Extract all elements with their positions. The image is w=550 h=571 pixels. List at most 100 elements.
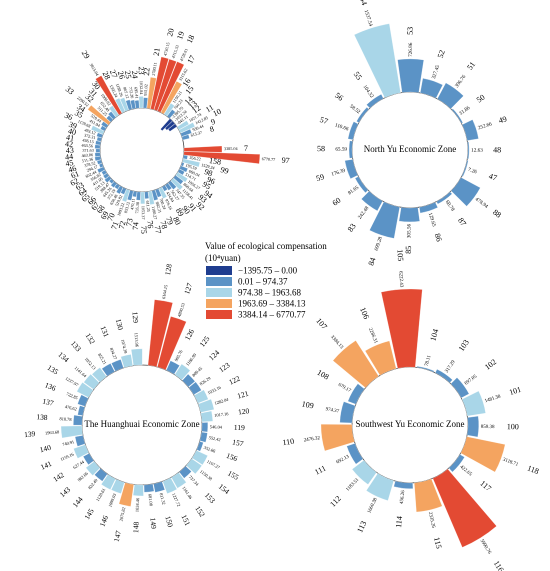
value-label-125: 1186.99 [185,352,198,367]
id-label-93: 93 [197,193,209,205]
value-label-151: 1227.72 [171,492,181,507]
bar-80 [158,186,168,199]
value-label-132: 855.21 [97,352,108,365]
value-label-143: 982.66 [77,470,90,482]
bar-11 [176,120,190,130]
id-label-39: 39 [68,120,79,131]
id-label-76: 76 [145,220,155,229]
bar-71 [121,188,130,203]
bar-98 [180,162,185,167]
value-label-70: 520.82 [114,194,123,207]
bar-47 [461,160,469,177]
bar-50 [451,108,463,124]
id-label-125: 125 [198,334,212,349]
value-label-59: 176.39 [331,168,347,178]
bar-64 [102,173,110,179]
legend-swatch-3 [206,288,232,297]
bar-117 [448,454,465,473]
value-label-24: 695.41 [133,87,139,99]
bar-122 [193,389,209,404]
bar-22 [143,97,148,109]
id-label-106: 106 [358,306,371,321]
value-label-21: 2780.11 [151,62,158,76]
id-label-65: 65 [80,192,92,204]
value-label-53: 726.86 [408,42,414,57]
bar-131 [111,359,124,372]
bar-83 [361,191,383,212]
value-label-118: 3118.71 [502,458,519,468]
value-label-25: 772.26 [128,86,135,98]
bar-76 [144,191,149,199]
id-label-61: 61 [70,169,81,180]
id-label-104: 104 [428,328,440,342]
id-label-127: 127 [182,282,194,296]
bar-141 [73,444,89,459]
id-label-91: 91 [186,202,198,214]
value-label-136: 722.85 [66,391,80,401]
value-label-86: 129.65 [427,212,437,228]
value-label-102: 697.05 [464,374,478,387]
value-label-57: 110.66 [334,122,350,132]
id-label-110: 110 [282,437,295,448]
id-label-22: 22 [142,67,152,76]
value-label-144: 822.49 [87,477,99,490]
value-label-146: 1099.03 [107,492,117,508]
bar-7 [183,145,223,153]
id-label-73: 73 [124,218,134,227]
bar-15 [166,109,176,119]
id-label-35: 35 [73,108,84,120]
bar-43 [95,148,101,153]
id-label-99: 99 [220,165,230,176]
value-label-109: 974.37 [325,407,340,415]
value-label-41: 436.15 [82,137,94,144]
value-label-103: 317.29 [445,359,457,374]
value-label-80: 976.16 [164,198,174,211]
bar-57 [347,121,359,140]
id-label-123: 123 [217,360,232,374]
value-label-56: 58.52 [348,104,361,116]
bar-85 [398,207,420,223]
bar-72 [127,190,134,201]
bar-49 [462,119,479,141]
value-label-79: 700.24 [158,197,167,210]
bar-116 [432,468,497,548]
bar-63 [101,169,107,176]
value-label-48: 12.63 [471,148,483,154]
id-label-80: 80 [171,215,183,226]
value-label-78: 882.21 [155,201,163,213]
value-label-135: 1237.97 [65,376,80,388]
id-label-141: 141 [39,459,53,472]
bar-93 [173,175,184,185]
bar-104 [416,366,435,373]
bar-42 [94,144,101,149]
bar-74 [136,191,141,201]
bar-17 [160,81,183,115]
bar-35 [100,125,107,132]
value-label-107: 3384.13 [329,335,344,351]
value-label-71: 1093.22 [116,202,125,216]
bar-45 [94,156,102,162]
id-label-46: 46 [67,164,77,175]
value-label-97: 6770.77 [261,156,275,162]
value-label-16: 1150.21 [171,90,183,104]
bar-135 [76,382,94,398]
bar-121 [198,399,215,413]
value-label-47: 7.26 [467,167,478,176]
bar-10 [178,122,196,134]
legend-swatch-1 [206,266,232,275]
id-label-147: 147 [112,529,123,542]
bar-69 [116,185,124,195]
value-label-66: 288.47 [99,182,111,194]
bar-36 [90,125,105,135]
bar-27 [119,97,129,112]
id-label-130: 130 [114,318,125,331]
value-label-119: 546.04 [210,424,223,429]
legend-label-3: 974.38 – 1963.68 [238,288,302,298]
bar-34 [101,121,109,129]
bar-94 [175,172,188,183]
id-label-30: 30 [90,80,102,92]
id-label-54: 54 [358,0,369,6]
value-label-98: 195.59 [185,162,198,171]
